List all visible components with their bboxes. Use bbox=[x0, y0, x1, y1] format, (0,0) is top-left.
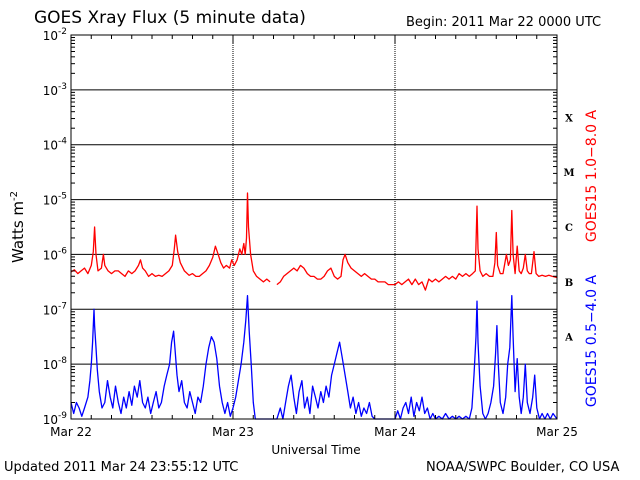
series-goes15-long-line bbox=[276, 205, 558, 291]
flare-class-m: M bbox=[563, 168, 574, 179]
flare-class-x: X bbox=[565, 113, 573, 124]
legend-goes15-long: GOES15 1.0−8.0 A bbox=[584, 110, 600, 243]
y-tick-label: 10-4 bbox=[43, 137, 68, 153]
y-tick-label: 10-7 bbox=[43, 301, 67, 317]
legend-goes15-short: GOES15 0.5−4.0 A bbox=[584, 275, 600, 408]
x-tick-label: Mar 23 bbox=[212, 425, 254, 439]
x-tick-label: Mar 25 bbox=[536, 425, 578, 439]
y-axis-ticks: 10-9 10-8 10-7 10-6 10-5 10-4 10-3 10-2 bbox=[43, 27, 557, 427]
flare-class-a: A bbox=[564, 333, 573, 344]
credit-label: NOAA/SWPC Boulder, CO USA bbox=[426, 460, 620, 475]
y-tick-label: 10-5 bbox=[43, 192, 67, 208]
y-axis-label: Watts m-2 bbox=[9, 191, 27, 263]
x-tick-label: Mar 22 bbox=[50, 425, 92, 439]
x-tick-label: Mar 24 bbox=[374, 425, 416, 439]
y-tick-label: 10-3 bbox=[43, 82, 67, 98]
y-tick-label: 10-8 bbox=[43, 356, 68, 372]
series-layer bbox=[70, 192, 558, 420]
begin-time-label: Begin: 2011 Mar 22 0000 UTC bbox=[406, 15, 602, 30]
flare-class-b: B bbox=[565, 278, 573, 289]
y-tick-label: 10-2 bbox=[43, 27, 67, 43]
flare-class-labels: A B C M X bbox=[563, 113, 574, 343]
series-goes15-long-line bbox=[70, 192, 271, 283]
x-axis-label: Universal Time bbox=[271, 443, 360, 457]
x-axis-ticks: Mar 22 Mar 23 Mar 24 Mar 25 bbox=[50, 35, 578, 439]
chart-title: GOES Xray Flux (5 minute data) bbox=[34, 8, 306, 28]
updated-timestamp: Updated 2011 Mar 24 23:55:12 UTC bbox=[4, 460, 239, 475]
y-tick-label: 10-6 bbox=[43, 246, 68, 262]
flare-class-c: C bbox=[565, 223, 573, 234]
series-goes15-short-line bbox=[70, 294, 558, 420]
grid-lines bbox=[71, 34, 557, 420]
plot-frame bbox=[70, 34, 558, 420]
y-tick-label: 10-9 bbox=[43, 411, 68, 427]
